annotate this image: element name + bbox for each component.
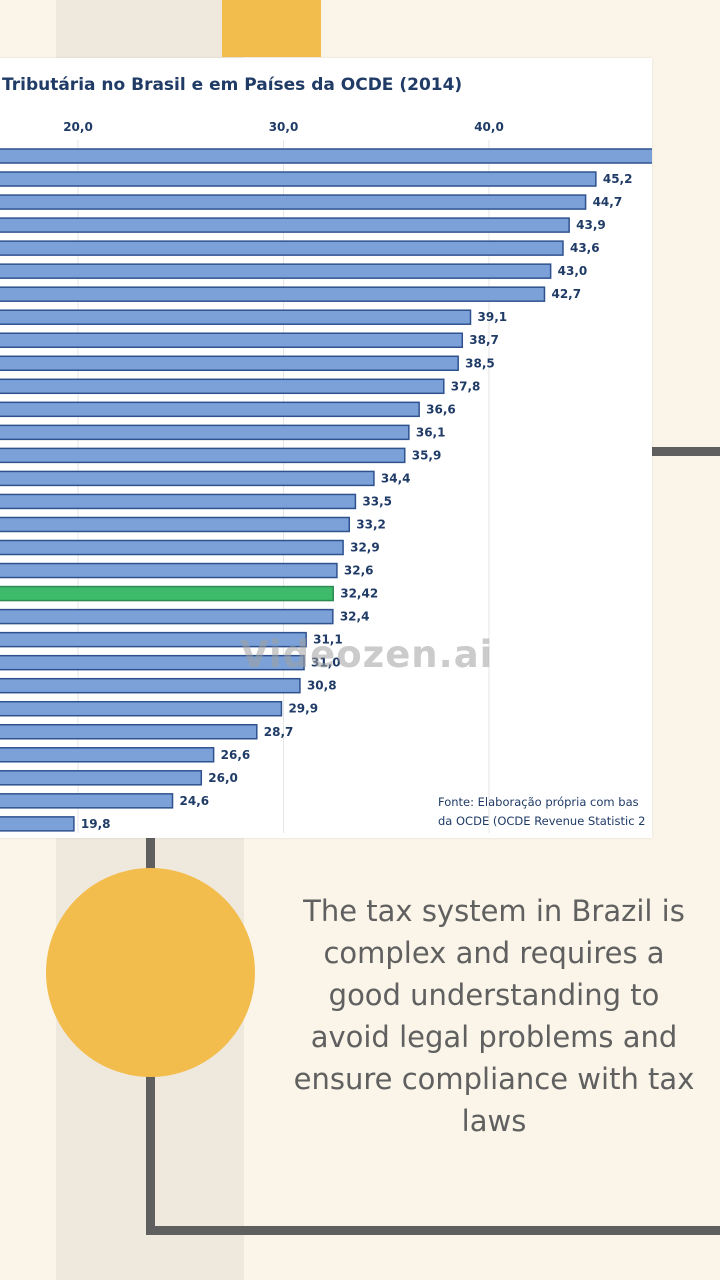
bar-value-label: 31,1	[313, 633, 343, 647]
bar	[0, 793, 174, 809]
bar	[0, 493, 357, 510]
decorative-top-block	[222, 0, 321, 57]
connector-line-right	[652, 447, 720, 456]
bar-value-label: 24,6	[180, 794, 210, 808]
bar	[0, 677, 301, 694]
bar	[0, 724, 258, 740]
bar	[0, 539, 344, 556]
bar-value-label: 36,1	[416, 425, 446, 439]
bar	[0, 516, 351, 533]
bar	[0, 470, 375, 487]
bar	[0, 309, 472, 325]
bar-value-label: 33,2	[356, 517, 386, 531]
bar-value-label: 30,8	[307, 679, 337, 693]
bar-value-label: 26,0	[208, 771, 238, 785]
bar	[0, 747, 215, 763]
chart-source-line-1: Fonte: Elaboração própria com bas	[438, 795, 639, 809]
bar-value-label: 28,7	[264, 725, 294, 739]
chart-source-line-2: da OCDE (OCDE Revenue Statistic 2	[438, 814, 646, 828]
bar	[0, 240, 564, 256]
bar	[0, 770, 203, 786]
x-tick-label: 20,0	[63, 120, 93, 134]
x-tick-label: 30,0	[269, 120, 299, 134]
bar-value-label: 43,0	[558, 264, 588, 278]
bar-value-label: 32,9	[350, 541, 380, 555]
bar	[0, 608, 334, 625]
bar	[0, 263, 552, 279]
bar	[0, 332, 464, 348]
bar-value-label: 43,6	[570, 241, 600, 255]
bar-value-label: 32,4	[340, 610, 370, 624]
bar	[0, 378, 445, 395]
bar-value-label: 35,9	[412, 448, 442, 462]
bar-value-label: 33,5	[362, 494, 392, 508]
connector-line-bottom	[146, 1226, 720, 1235]
bar	[0, 286, 546, 302]
bar	[0, 148, 652, 164]
bar-value-label: 29,9	[288, 702, 318, 716]
bar-value-label: 37,8	[451, 379, 481, 393]
x-tick-label: 40,0	[474, 120, 504, 134]
bar-value-label: 39,1	[478, 310, 508, 324]
bar	[0, 700, 283, 717]
bar	[0, 447, 406, 464]
bar	[0, 401, 420, 418]
bar	[0, 217, 570, 233]
bar-value-label: 38,5	[465, 356, 495, 370]
chart-title: Tributária no Brasil e em Países da OCDE…	[2, 75, 462, 95]
bar-value-label: 45,2	[603, 172, 633, 186]
bar	[0, 194, 587, 210]
bar-value-label: 36,6	[426, 402, 456, 416]
decorative-circle	[46, 868, 255, 1077]
bar	[0, 171, 597, 187]
bar-highlight	[0, 585, 334, 602]
chart-card: Tributária no Brasil e em Países da OCDE…	[0, 58, 652, 838]
bar-value-label: 31,0	[311, 656, 341, 670]
bar-value-label: 42,7	[551, 287, 581, 301]
bar-value-label: 44,7	[593, 195, 623, 209]
bar-value-label: 32,42	[340, 587, 378, 601]
bar	[0, 816, 75, 832]
bar-value-label: 26,6	[221, 748, 251, 762]
bar-chart: Tributária no Brasil e em Países da OCDE…	[0, 75, 652, 833]
bar	[0, 562, 338, 579]
bar-value-label: 34,4	[381, 471, 411, 485]
bar	[0, 631, 307, 648]
bar	[0, 424, 410, 441]
watermark: Videozen.ai	[240, 633, 494, 676]
bar-value-label: 19,8	[81, 817, 111, 831]
bar	[0, 355, 459, 372]
bar-value-label: 38,7	[469, 333, 499, 347]
bar-value-label: 43,9	[576, 218, 606, 232]
caption-text: The tax system in Brazil is complex and …	[293, 894, 695, 1138]
bar-value-label: 32,6	[344, 564, 374, 578]
bar	[0, 654, 305, 671]
